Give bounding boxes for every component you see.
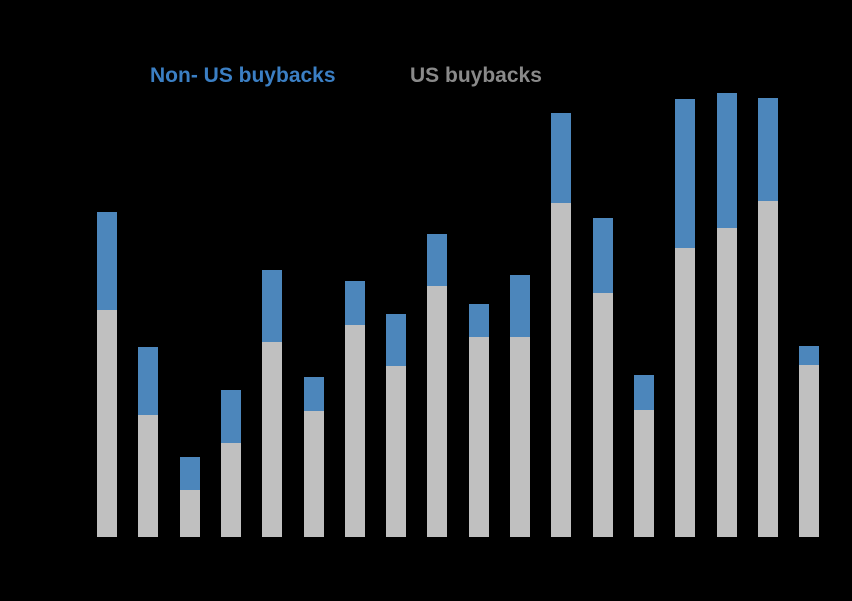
stacked-bar: [592, 218, 613, 537]
stacked-bar: [633, 375, 654, 537]
non-us-buybacks-segment: [344, 281, 365, 325]
stacked-bar: [468, 304, 489, 537]
stacked-bar: [220, 390, 241, 537]
us-buybacks-segment: [262, 342, 283, 537]
non-us-buybacks-segment: [633, 375, 654, 410]
stacked-bar: [262, 270, 283, 537]
stacked-bar: [179, 457, 200, 537]
us-buybacks-segment: [716, 228, 737, 537]
stacked-bar: [799, 346, 820, 537]
us-buybacks-segment: [97, 310, 117, 537]
legend-non-us-buybacks: Non- US buybacks: [150, 64, 336, 87]
stacked-bar: [510, 275, 530, 537]
us-buybacks-segment: [468, 337, 489, 537]
us-buybacks-segment: [757, 201, 778, 537]
legend-us-buybacks: US buybacks: [410, 64, 542, 87]
non-us-buybacks-segment: [262, 270, 283, 342]
stacked-bar: [675, 99, 696, 537]
stacked-bar: [551, 113, 572, 537]
stacked-bar: [303, 377, 324, 537]
stacked-bar: [716, 93, 737, 537]
non-us-buybacks-segment: [427, 234, 448, 286]
non-us-buybacks-segment: [303, 377, 324, 411]
non-us-buybacks-segment: [510, 275, 530, 337]
us-buybacks-segment: [633, 410, 654, 537]
non-us-buybacks-segment: [799, 346, 820, 365]
non-us-buybacks-segment: [592, 218, 613, 293]
non-us-buybacks-segment: [386, 314, 407, 366]
non-us-buybacks-segment: [716, 93, 737, 228]
non-us-buybacks-segment: [675, 99, 696, 248]
stacked-bar: [386, 314, 407, 537]
non-us-buybacks-segment: [551, 113, 572, 203]
non-us-buybacks-segment: [179, 457, 200, 490]
us-buybacks-segment: [551, 203, 572, 537]
us-buybacks-segment: [386, 366, 407, 537]
us-buybacks-segment: [179, 490, 200, 537]
non-us-buybacks-segment: [220, 390, 241, 443]
us-buybacks-segment: [427, 286, 448, 537]
us-buybacks-segment: [220, 443, 241, 537]
stacked-bar: [757, 98, 778, 537]
us-buybacks-segment: [303, 411, 324, 537]
us-buybacks-segment: [510, 337, 530, 537]
us-buybacks-segment: [799, 365, 820, 537]
stacked-bar: [97, 212, 117, 537]
us-buybacks-segment: [675, 248, 696, 537]
non-us-buybacks-segment: [138, 347, 159, 415]
us-buybacks-segment: [344, 325, 365, 537]
non-us-buybacks-segment: [468, 304, 489, 337]
us-buybacks-segment: [592, 293, 613, 537]
non-us-buybacks-segment: [97, 212, 117, 310]
non-us-buybacks-segment: [757, 98, 778, 201]
stacked-bar: [138, 347, 159, 537]
stacked-bar: [427, 234, 448, 537]
us-buybacks-segment: [138, 415, 159, 537]
stacked-bar: [344, 281, 365, 537]
